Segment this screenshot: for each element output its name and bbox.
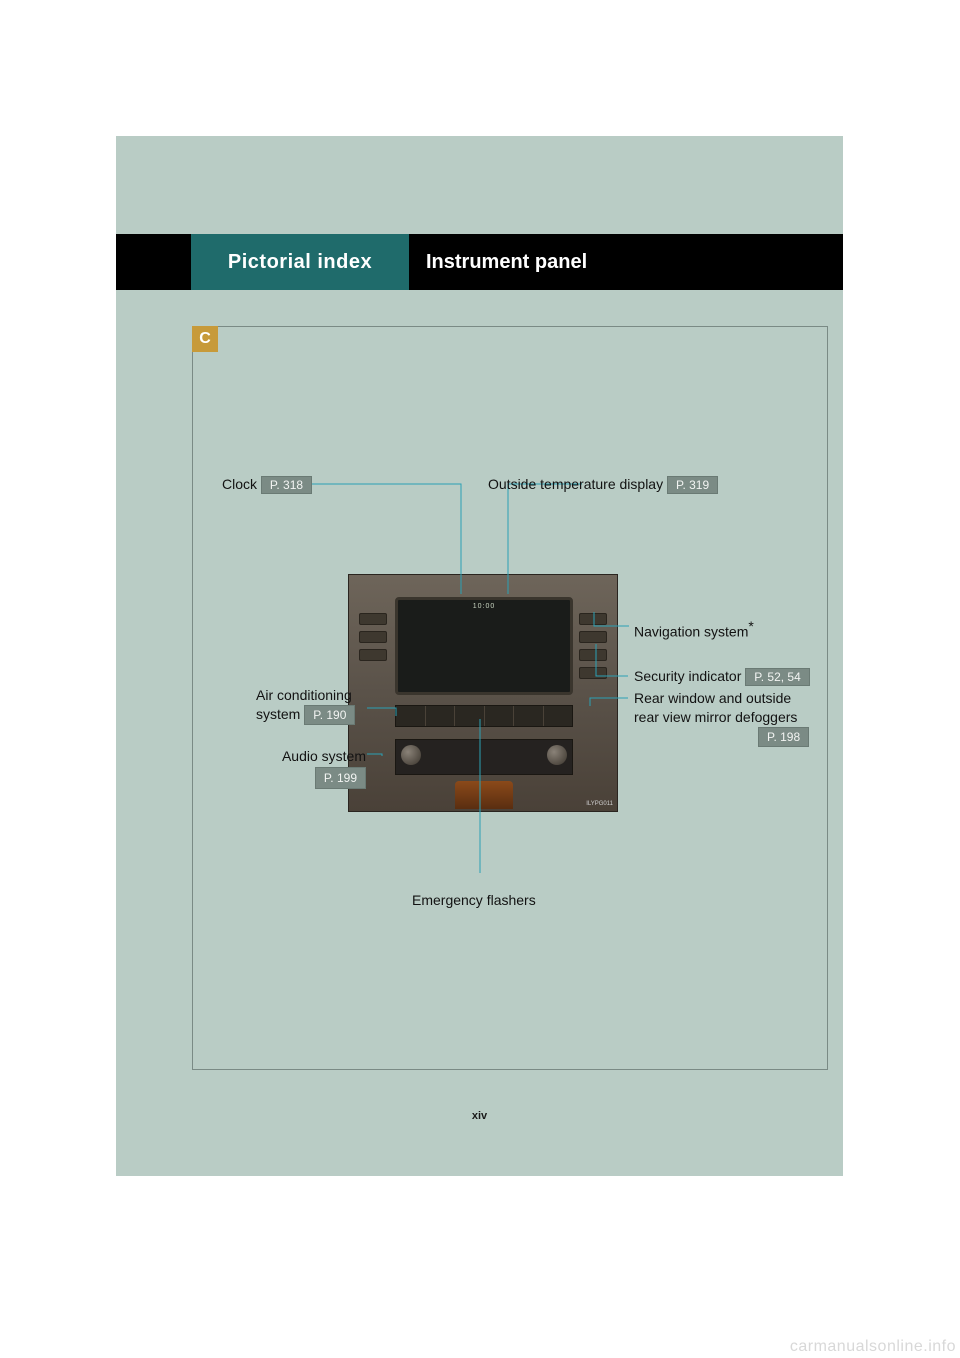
diagram-marker-letter: C xyxy=(199,330,211,348)
page-ref-audio[interactable]: P. 199 xyxy=(315,767,366,789)
label-navigation-star: * xyxy=(748,618,753,634)
page-container: Pictorial index Instrument panel C 10:00… xyxy=(116,136,843,1176)
console-side-button xyxy=(359,631,387,643)
console-screen: 10:00 xyxy=(395,597,573,695)
page-ref-clock[interactable]: P. 318 xyxy=(261,476,312,494)
page-ref-outside-temp[interactable]: P. 319 xyxy=(667,476,718,494)
label-security: Security indicator P. 52, 54 xyxy=(634,668,810,686)
header-section-label: Pictorial index xyxy=(228,251,372,274)
label-emergency: Emergency flashers xyxy=(412,892,536,908)
console-image: 10:00 ILYPG011 xyxy=(348,574,618,812)
page-ref-security[interactable]: P. 52, 54 xyxy=(745,668,810,686)
label-navigation-text: Navigation system xyxy=(634,624,748,640)
console-knob xyxy=(401,745,421,765)
label-ac-line1: Air conditioning xyxy=(256,687,352,703)
console-side-button xyxy=(579,631,607,643)
label-defoggers-line1: Rear window and outside xyxy=(634,690,791,706)
console-wood-trim xyxy=(455,781,513,809)
console-clock-readout: 10:00 xyxy=(473,603,496,610)
page-number: xiv xyxy=(116,1110,843,1122)
console-side-button xyxy=(359,649,387,661)
header-section-box: Pictorial index xyxy=(191,234,409,290)
label-outside-temp-text: Outside temperature display xyxy=(488,476,663,492)
page-ref-defoggers[interactable]: P. 198 xyxy=(758,727,809,747)
console-knob xyxy=(547,745,567,765)
label-ac-line2: system xyxy=(256,706,300,722)
header-title-box: Instrument panel xyxy=(426,234,587,290)
console-ac-strip xyxy=(395,705,573,727)
header-title-label: Instrument panel xyxy=(426,251,587,274)
console-side-button xyxy=(359,613,387,625)
console-side-button xyxy=(579,613,607,625)
label-audio: Audio system P. 199 xyxy=(276,746,366,789)
console-side-button xyxy=(579,667,607,679)
watermark: carmanualsonline.info xyxy=(790,1338,956,1356)
console-image-code: ILYPG011 xyxy=(586,801,613,807)
label-outside-temp: Outside temperature display P. 319 xyxy=(488,476,718,494)
label-emergency-text: Emergency flashers xyxy=(412,892,536,908)
label-audio-text: Audio system xyxy=(282,748,366,764)
label-ac: Air conditioning system P. 190 xyxy=(256,686,366,725)
label-security-text: Security indicator xyxy=(634,668,741,684)
console-side-button xyxy=(579,649,607,661)
diagram-marker: C xyxy=(192,326,218,352)
label-clock: Clock P. 318 xyxy=(222,476,312,494)
label-defoggers-line2: rear view mirror defoggers xyxy=(634,709,797,725)
label-defoggers: Rear window and outside rear view mirror… xyxy=(634,689,809,747)
label-navigation: Navigation system* xyxy=(634,618,754,640)
label-clock-text: Clock xyxy=(222,476,257,492)
page-ref-ac[interactable]: P. 190 xyxy=(304,705,355,725)
